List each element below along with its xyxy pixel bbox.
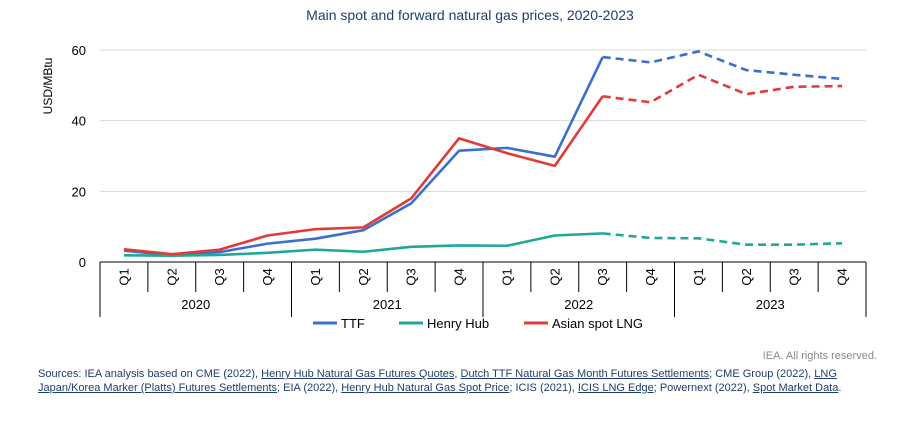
y-tick-label: 0 <box>79 255 86 270</box>
series-line-forward <box>602 50 843 81</box>
x-tick-label-year: 2021 <box>373 297 402 312</box>
source-text: ; CME Group (2022), <box>709 368 815 380</box>
source-text: Sources: IEA analysis based on CME (2022… <box>38 368 262 380</box>
x-tick-label-year: 2023 <box>756 297 785 312</box>
x-tick-label-quarter: Q2 <box>547 268 562 285</box>
legend-label: TTF <box>341 316 365 331</box>
source-link[interactable]: Henry Hub Natural Gas Spot Price <box>341 382 510 394</box>
x-tick-label-quarter: Q2 <box>739 268 754 285</box>
source-text: ; EIA (2022), <box>277 382 342 394</box>
x-tick-label-quarter: Q2 <box>164 268 179 285</box>
x-tick-label-quarter: Q1 <box>691 268 706 285</box>
gridlines <box>100 49 866 192</box>
series-lines <box>123 50 843 257</box>
y-tick-label: 40 <box>72 114 86 129</box>
y-axis-label: USD/MBtu <box>41 58 55 115</box>
y-tick-label: 20 <box>72 184 86 199</box>
x-tick-label-quarter: Q2 <box>356 268 371 285</box>
x-tick-label-quarter: Q1 <box>308 268 323 285</box>
x-tick-label-quarter: Q4 <box>260 268 275 285</box>
x-tick-label-quarter: Q3 <box>595 268 610 285</box>
rights-notice: IEA. All rights reserved. <box>762 350 877 362</box>
x-axis: Q1 Q2 Q3 Q4 Q1 Q2 Q3 Q4 Q1 Q2 Q3 Q4 Q1 Q2 Q3 Q4 2020 2021… <box>99 261 867 317</box>
x-tick-label-quarter: Q1 <box>116 268 131 285</box>
legend: TTF Henry Hub Asian spot LNG <box>313 316 643 331</box>
x-tick-label-quarter: Q3 <box>212 268 227 285</box>
series-line-forward <box>602 73 843 104</box>
series-line <box>123 56 604 257</box>
source-link[interactable]: LNG Japan/Korea Marker (Platts) Futures … <box>38 368 837 394</box>
series-line <box>123 95 604 256</box>
x-tick-label-quarter: Q1 <box>499 268 514 285</box>
legend-label: Henry Hub <box>427 316 489 331</box>
x-tick-label-quarter: Q4 <box>643 268 658 285</box>
source-text: ; Powernext (2022), <box>653 382 753 394</box>
x-tick-label-quarter: Q3 <box>404 268 419 285</box>
source-link[interactable]: ICIS LNG Edge <box>577 382 654 394</box>
series-line-forward <box>602 232 843 246</box>
source-text: , <box>454 368 461 380</box>
legend-label: Asian spot LNG <box>552 316 643 331</box>
source-link[interactable]: Dutch TTF Natural Gas Month Futures Sett… <box>460 368 710 380</box>
x-tick-label-quarter: Q4 <box>452 268 467 285</box>
chart: Main spot and forward natural gas prices… <box>41 7 867 331</box>
x-tick-label-quarter: Q3 <box>787 268 802 285</box>
source-text: . <box>838 382 842 394</box>
x-tick-label-year: 2020 <box>181 297 210 312</box>
series-line <box>123 232 603 257</box>
x-tick-label-year: 2022 <box>564 297 593 312</box>
x-tick-label-quarter: Q4 <box>835 268 850 285</box>
chart-title: Main spot and forward natural gas prices… <box>306 7 634 23</box>
source-text: ; ICIS (2021), <box>509 382 578 394</box>
source-link[interactable]: Spot Market Data <box>752 382 839 394</box>
y-tick-label: 60 <box>72 43 86 58</box>
source-link[interactable]: Henry Hub Natural Gas Futures Quotes <box>261 368 455 380</box>
y-tick-labels: 0 20 40 60 <box>72 43 86 270</box>
sources-note: Sources: IEA analysis based on CME (2022… <box>38 367 878 395</box>
